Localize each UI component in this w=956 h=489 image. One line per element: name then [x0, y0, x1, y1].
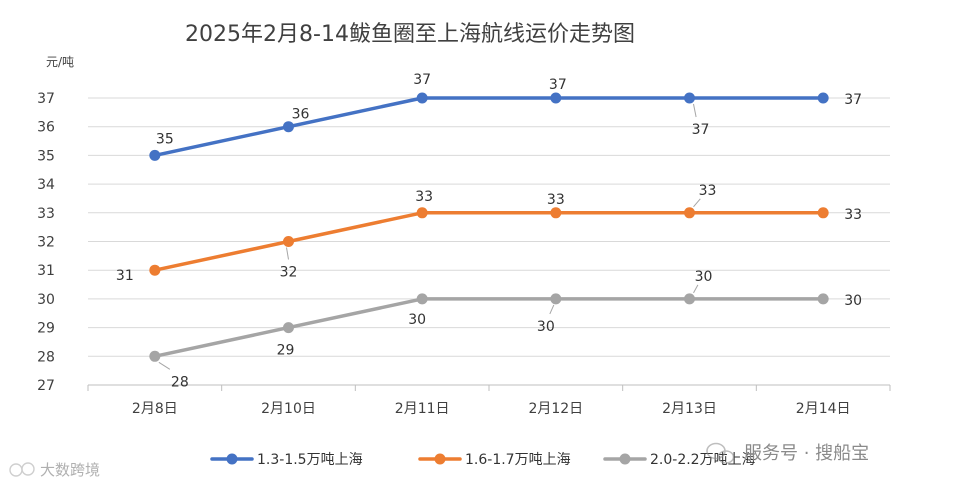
data-label: 30 — [408, 312, 426, 328]
data-point[interactable] — [149, 264, 161, 276]
data-label: 29 — [277, 343, 295, 359]
data-point[interactable] — [149, 149, 161, 161]
y-tick-label: 28 — [37, 349, 55, 365]
data-labels: 35 36 37 37 37 37 31 32 33 33 33 33 28 29 30 30 30 30 — [116, 72, 862, 390]
legend-label: 1.6-1.7万吨上海 — [465, 452, 571, 468]
data-point[interactable] — [283, 322, 294, 334]
data-point[interactable] — [817, 92, 829, 104]
data-point[interactable] — [684, 207, 695, 219]
gridlines — [88, 97, 890, 386]
legend-item[interactable]: 1.6-1.7万吨上海 — [418, 452, 571, 468]
y-tick-label: 35 — [37, 148, 55, 164]
y-tick-label: 27 — [37, 378, 55, 394]
label-leader-line — [693, 284, 699, 294]
y-tick-label: 32 — [37, 235, 55, 251]
legend-label: 1.3-1.5万吨上海 — [257, 452, 363, 468]
watermark-left: 大数跨境 — [9, 461, 100, 479]
x-tick-label: 2月11日 — [395, 401, 450, 417]
data-point[interactable] — [149, 350, 161, 362]
legend-item[interactable]: 2.0-2.2万吨上海 — [603, 452, 756, 468]
data-label: 32 — [280, 265, 298, 281]
data-label: 33 — [547, 192, 565, 208]
legend-swatch-marker — [434, 453, 446, 465]
data-label: 33 — [415, 189, 433, 205]
y-tick-label: 34 — [37, 177, 55, 193]
series-line — [153, 297, 825, 359]
data-point[interactable] — [416, 293, 428, 305]
data-label: 36 — [292, 107, 310, 123]
legend-swatch-marker — [226, 453, 238, 465]
wechat-icon — [706, 442, 735, 464]
series-group — [149, 92, 829, 362]
data-label: 35 — [156, 131, 174, 147]
y-tick-label: 37 — [37, 91, 55, 107]
data-point[interactable] — [283, 236, 294, 247]
watermark-text: 服务号 · 搜船宝 — [744, 443, 869, 464]
data-point[interactable] — [550, 293, 562, 305]
data-label: 37 — [844, 92, 862, 108]
legend[interactable]: 1.3-1.5万吨上海 1.6-1.7万吨上海 2.0-2.2万吨上海 — [210, 452, 756, 468]
weibo-logo-icon — [9, 462, 35, 477]
data-label: 31 — [116, 268, 134, 284]
legend-swatch-marker — [619, 453, 631, 465]
data-label: 33 — [699, 183, 717, 199]
chart-title: 2025年2月8-14鲅鱼圈至上海航线运价走势图 — [185, 22, 635, 47]
legend-item[interactable]: 1.3-1.5万吨上海 — [210, 452, 363, 468]
data-point[interactable] — [817, 293, 829, 305]
data-point[interactable] — [817, 207, 829, 219]
y-tick-label: 36 — [37, 120, 55, 136]
data-point[interactable] — [416, 92, 428, 104]
legend-label: 2.0-2.2万吨上海 — [650, 452, 756, 468]
data-point[interactable] — [684, 293, 695, 305]
label-leader-line — [693, 103, 697, 118]
data-label: 30 — [695, 269, 713, 285]
data-label: 30 — [844, 293, 862, 309]
y-tick-label: 33 — [37, 206, 55, 222]
data-label: 37 — [692, 122, 710, 138]
data-point[interactable] — [684, 92, 695, 104]
data-label: 37 — [549, 77, 567, 93]
data-label: 37 — [413, 72, 431, 88]
series-line — [153, 211, 825, 272]
y-tick-label: 29 — [37, 321, 55, 337]
x-tick-label: 2月13日 — [662, 401, 717, 417]
x-tick-label: 2月8日 — [132, 401, 178, 417]
data-point[interactable] — [416, 207, 428, 219]
data-point[interactable] — [550, 92, 562, 104]
watermark-right: 服务号 · 搜船宝 — [706, 442, 869, 464]
watermark-left-text: 大数跨境 — [40, 461, 100, 479]
x-tick-label: 2月10日 — [261, 401, 316, 417]
y-tick-label: 31 — [37, 263, 55, 279]
data-label: 28 — [171, 374, 189, 390]
label-leader-line — [286, 247, 289, 260]
y-axis-unit: 元/吨 — [46, 55, 74, 69]
y-axis-ticks: 27 28 29 30 31 32 33 34 35 36 37 — [37, 91, 55, 394]
y-tick-label: 30 — [37, 292, 55, 308]
data-point[interactable] — [283, 121, 294, 133]
data-label: 33 — [844, 207, 862, 223]
label-leader-line — [158, 361, 171, 370]
label-leader-line — [549, 304, 555, 315]
series-line — [153, 96, 825, 158]
label-leader-line — [693, 198, 701, 208]
x-axis: 2月8日 2月10日 2月11日 2月12日 2月13日 2月14日 — [87, 384, 891, 417]
x-tick-label: 2月12日 — [528, 401, 583, 417]
data-point[interactable] — [550, 207, 562, 219]
data-label: 30 — [537, 319, 555, 335]
x-tick-label: 2月14日 — [796, 401, 851, 417]
